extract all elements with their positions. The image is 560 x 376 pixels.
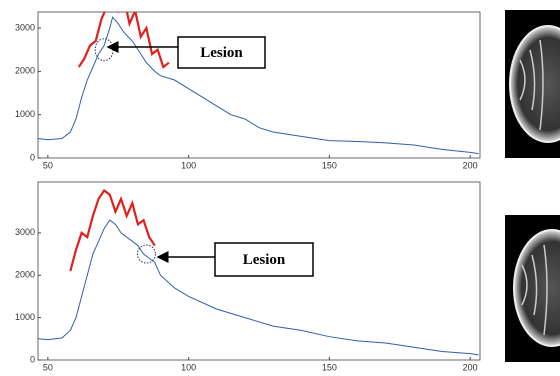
annotation-text: Lesion (200, 45, 243, 61)
x-tick-label: 50 (43, 362, 53, 372)
y-tick-label: 0 (30, 152, 35, 162)
y-tick-label: 1000 (15, 312, 35, 322)
y-tick-label: 3000 (15, 227, 35, 237)
y-tick-label: 2000 (15, 66, 35, 76)
series-line (79, 0, 169, 67)
x-tick-label: 50 (43, 160, 53, 170)
mri-image (505, 215, 560, 362)
x-tick-label: 100 (181, 362, 196, 372)
annotation-text: Lesion (243, 252, 286, 268)
series-line (38, 220, 479, 355)
lesion-circle (95, 39, 113, 61)
x-tick-label: 100 (181, 160, 196, 170)
x-tick-label: 150 (322, 160, 337, 170)
x-tick-label: 200 (463, 362, 478, 372)
figure: 501001502000100020003000Lesion5010015020… (0, 0, 560, 376)
y-tick-label: 1000 (15, 109, 35, 119)
series-line (70, 190, 154, 271)
y-tick-label: 0 (30, 354, 35, 364)
x-tick-label: 200 (463, 160, 478, 170)
y-tick-label: 2000 (15, 270, 35, 280)
x-tick-label: 150 (322, 362, 337, 372)
lesion-circle (137, 245, 155, 263)
mri-image (505, 10, 560, 158)
y-tick-label: 3000 (15, 22, 35, 32)
plot-frame (38, 12, 480, 158)
